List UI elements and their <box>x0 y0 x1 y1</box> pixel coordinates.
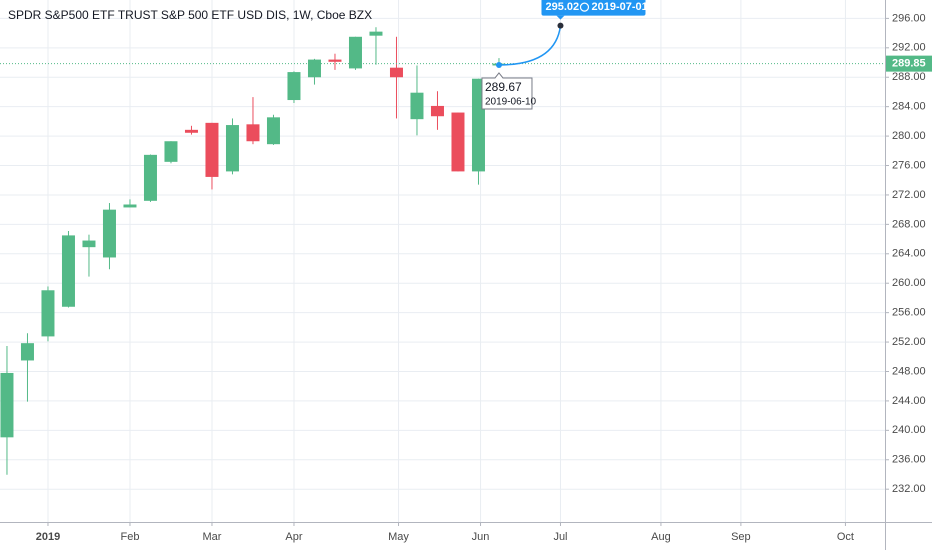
to-date-label: 2019-07-01 <box>591 1 647 13</box>
y-tick-label: 288.00 <box>892 71 926 83</box>
y-tick-label: 256.00 <box>892 307 926 319</box>
candle-body <box>246 124 260 142</box>
candle-body <box>184 129 198 133</box>
x-tick-label: May <box>388 531 409 543</box>
x-tick-label: Mar <box>202 531 221 543</box>
candle-body <box>61 235 75 307</box>
projection-start <box>495 61 502 68</box>
candle-body <box>225 125 239 172</box>
last-price-label: 289.85 <box>892 58 926 70</box>
candle-body <box>348 36 362 69</box>
candle-body <box>410 92 424 120</box>
last-price-box <box>886 55 932 72</box>
to-label-box <box>541 0 646 16</box>
to-label-pointer <box>556 15 565 20</box>
x-tick-label: Jul <box>553 531 567 543</box>
candle-body <box>369 31 383 36</box>
candle-body <box>389 67 403 78</box>
candle-body <box>0 372 14 438</box>
x-tick-label: Aug <box>651 531 671 543</box>
projection-end <box>557 22 564 29</box>
candle-body <box>451 112 465 172</box>
y-tick-label: 268.00 <box>892 218 926 230</box>
x-tick-label: Jun <box>472 531 490 543</box>
y-tick-label: 248.00 <box>892 365 926 377</box>
candle-body <box>41 290 55 337</box>
y-tick-label: 264.00 <box>892 248 926 260</box>
x-tick-label: Oct <box>837 531 854 543</box>
y-tick-label: 280.00 <box>892 130 926 142</box>
y-tick-label: 292.00 <box>892 42 926 54</box>
y-tick-label: 240.00 <box>892 424 926 436</box>
y-tick-label: 296.00 <box>892 12 926 24</box>
y-tick-label: 260.00 <box>892 277 926 289</box>
y-tick-label: 236.00 <box>892 454 926 466</box>
y-tick-label: 244.00 <box>892 395 926 407</box>
to-price-label: 295.02 <box>545 1 579 13</box>
candle-body <box>102 209 116 258</box>
x-tick-label: 2019 <box>36 531 60 543</box>
candle-body <box>430 105 444 117</box>
candle-body <box>307 59 321 78</box>
candle-body <box>123 204 137 208</box>
candle-body <box>164 141 178 162</box>
from-price-label: 289.67 <box>485 80 522 94</box>
y-tick-label: 272.00 <box>892 189 926 201</box>
y-tick-label: 284.00 <box>892 101 926 113</box>
y-tick-label: 252.00 <box>892 336 926 348</box>
candle-body <box>266 117 280 145</box>
from-date-label: 2019-06-10 <box>485 97 537 108</box>
candle-body <box>287 72 301 101</box>
y-tick-label: 276.00 <box>892 159 926 171</box>
candle-body <box>82 240 96 248</box>
x-tick-label: Apr <box>285 531 302 543</box>
chart-title: SPDR S&P500 ETF TRUST S&P 500 ETF USD DI… <box>8 8 372 22</box>
projection-arrow <box>498 25 562 66</box>
candle-body <box>143 154 157 201</box>
clock-icon <box>579 2 590 12</box>
candle-body <box>328 59 342 62</box>
y-tick-label: 232.00 <box>892 483 926 495</box>
candle-body <box>20 343 34 361</box>
x-tick-label: Sep <box>731 531 751 543</box>
x-tick-label: Feb <box>120 531 139 543</box>
candle-body <box>205 122 219 177</box>
from-tooltip-box <box>481 72 533 110</box>
